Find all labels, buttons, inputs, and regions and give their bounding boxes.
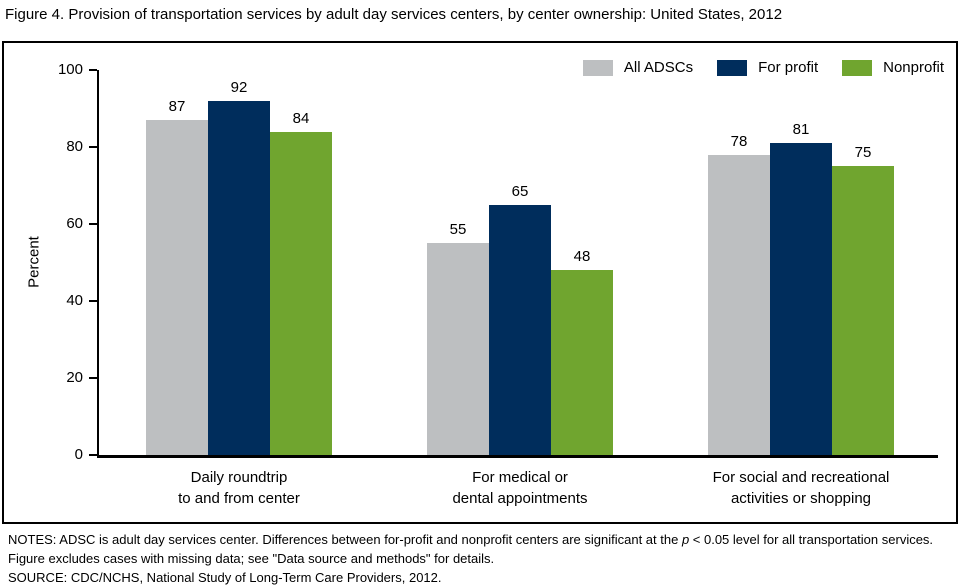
legend-label-nonprofit: Nonprofit [883, 59, 944, 76]
x-category-label: Daily roundtrip to and from center [146, 467, 332, 509]
y-axis-tick [89, 69, 97, 71]
chart-frame: All ADSCs For profit Nonprofit Percent 0… [2, 41, 958, 524]
legend-label-for-profit: For profit [758, 59, 819, 76]
bar-nonprofit [832, 166, 894, 455]
legend-swatch-for-profit [717, 59, 748, 76]
y-axis-tick [89, 454, 97, 456]
bar-value-label: 55 [449, 221, 467, 239]
notes-p-italic: p [681, 532, 690, 547]
plot-area: 0 20 40 60 80 100 87 92 84 Daily roundtrip to and … [58, 61, 938, 507]
figure-title: Figure 4. Provision of transportation se… [5, 6, 783, 23]
bar-value-label: 87 [168, 98, 186, 116]
bar-value-label: 65 [511, 182, 529, 200]
y-axis-tick-label: 20 [66, 369, 83, 386]
source-text: SOURCE: CDC/NCHS, National Study of Long… [8, 570, 442, 585]
y-axis-tick-label: 0 [74, 446, 83, 463]
notes-text-pre: NOTES: ADSC is adult day services center… [8, 532, 682, 547]
x-category-label-line: dental appointments [452, 490, 588, 507]
y-axis-tick [89, 300, 97, 302]
legend-swatch-all-adscs [582, 59, 613, 76]
legend-item-nonprofit: Nonprofit [842, 59, 944, 76]
legend-item-for-profit: For profit [717, 59, 818, 76]
legend-label-all-adscs: All ADSCs [623, 59, 694, 76]
bar-value-label: 92 [230, 78, 248, 96]
figure-notes: NOTES: ADSC is adult day services center… [8, 530, 954, 587]
bar-value-label: 75 [854, 144, 872, 162]
y-axis-tick [89, 223, 97, 225]
bar-all-adscs [708, 154, 770, 455]
legend-item-all-adscs: All ADSCs [582, 59, 694, 76]
bar-value-label: 48 [573, 248, 591, 266]
x-category-label-line: For medical or [472, 469, 568, 486]
y-axis-tick-label: 100 [57, 61, 83, 78]
notes-text-post: < 0.05 level for all transportation serv… [8, 532, 934, 566]
bar-all-adscs [427, 243, 489, 455]
bar-for-profit [770, 143, 832, 455]
bar-nonprofit [270, 131, 332, 455]
x-category-label: For social and recreational activities or… [708, 467, 894, 509]
y-axis-tick [89, 377, 97, 379]
x-category-label-line: For social and recreational [712, 469, 890, 486]
y-axis-title: Percent [25, 236, 43, 288]
y-axis-tick-label: 40 [66, 292, 83, 309]
x-category-label-line: to and from center [178, 490, 300, 507]
y-axis-tick-label: 80 [66, 138, 83, 155]
bar-nonprofit [551, 270, 613, 455]
bar-value-label: 78 [730, 132, 748, 150]
bar-value-label: 84 [292, 109, 310, 127]
bar-for-profit [489, 204, 551, 455]
y-axis-tick-label: 60 [66, 215, 83, 232]
bar-all-adscs [146, 120, 208, 455]
bar-value-label: 81 [792, 121, 810, 139]
y-axis-tick [89, 146, 97, 148]
x-category-label-line: Daily roundtrip [190, 469, 288, 486]
legend: All ADSCs For profit Nonprofit [582, 59, 944, 76]
x-category-label: For medical or dental appointments [427, 467, 613, 509]
legend-swatch-nonprofit [842, 59, 873, 76]
x-category-label-line: activities or shopping [730, 490, 872, 507]
bar-for-profit [208, 100, 270, 455]
